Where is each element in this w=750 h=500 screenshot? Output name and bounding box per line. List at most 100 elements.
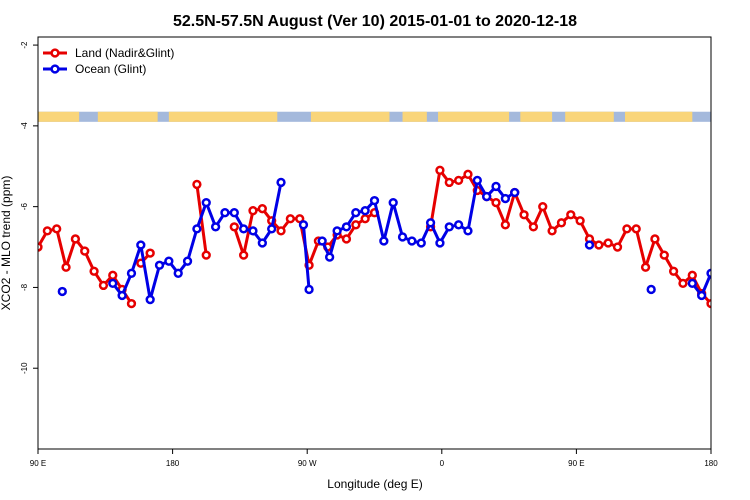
map-strip-land-segment xyxy=(310,111,390,122)
data-point xyxy=(745,250,750,257)
series-line xyxy=(301,224,311,290)
data-point xyxy=(52,224,62,234)
map-strip-land-segment xyxy=(625,111,693,122)
map-strip-land-segment xyxy=(565,111,614,122)
data-point xyxy=(332,226,342,236)
data-point xyxy=(379,236,389,246)
legend-swatch-marker xyxy=(50,64,60,74)
data-point xyxy=(248,206,258,216)
data-point xyxy=(201,250,211,260)
data-point xyxy=(575,216,585,226)
data-point xyxy=(192,179,202,190)
data-point xyxy=(126,298,137,309)
data-point xyxy=(145,248,155,258)
data-point xyxy=(745,258,750,265)
x-tick-label: 0 xyxy=(440,459,445,468)
map-strip-land xyxy=(38,111,693,122)
data-point xyxy=(687,278,697,289)
data-point xyxy=(285,214,296,224)
data-point xyxy=(491,181,501,192)
y-tick-label: -10 xyxy=(20,362,29,374)
data-point xyxy=(238,224,249,234)
data-point xyxy=(650,234,660,244)
series-line xyxy=(429,168,711,305)
data-point xyxy=(136,240,146,250)
data-point xyxy=(145,294,155,305)
data-point xyxy=(594,240,604,250)
data-point xyxy=(612,242,623,252)
data-point xyxy=(108,278,118,289)
data-point xyxy=(538,201,548,212)
series-line xyxy=(691,268,711,298)
x-tick-label: 90 E xyxy=(30,459,46,468)
data-point xyxy=(453,175,464,186)
data-point xyxy=(397,232,408,242)
x-axis-label: Longitude (deg E) xyxy=(327,477,422,491)
data-point xyxy=(463,226,473,236)
data-point xyxy=(298,220,309,230)
series-layer xyxy=(38,165,750,309)
data-point xyxy=(42,226,52,236)
y-tick-label: -2 xyxy=(20,41,29,49)
data-point xyxy=(435,165,445,175)
data-point xyxy=(304,284,314,295)
data-point xyxy=(566,210,576,220)
y-axis-label: XCO2 - MLO trend (ppm) xyxy=(0,176,13,311)
series-land xyxy=(38,165,750,309)
data-point xyxy=(463,169,473,179)
data-point xyxy=(646,284,656,295)
data-point xyxy=(229,222,239,232)
map-strip xyxy=(38,111,711,122)
data-point xyxy=(248,226,258,236)
map-strip-land-segment xyxy=(168,111,278,122)
data-point xyxy=(416,238,426,248)
data-point xyxy=(38,242,43,252)
data-point xyxy=(89,266,99,276)
y-tick-label: -6 xyxy=(20,203,29,211)
data-point xyxy=(98,280,109,291)
data-point xyxy=(500,193,511,204)
data-point xyxy=(126,268,137,278)
data-point xyxy=(678,278,688,289)
data-point xyxy=(164,256,174,266)
data-point xyxy=(351,220,361,230)
data-point xyxy=(472,175,482,186)
data-point xyxy=(57,286,67,297)
series-ocean xyxy=(57,175,750,305)
data-point xyxy=(435,238,445,248)
data-point xyxy=(257,204,267,214)
data-point xyxy=(668,266,679,276)
x-tick-label: 180 xyxy=(704,459,718,468)
data-point xyxy=(717,242,724,249)
legend: Land (Nadir&Glint) Ocean (Glint) xyxy=(43,46,174,76)
data-point xyxy=(108,270,118,280)
legend-swatch-marker xyxy=(50,48,60,58)
data-point xyxy=(210,222,221,232)
data-point xyxy=(324,252,335,262)
data-point xyxy=(154,260,165,270)
data-point xyxy=(341,234,352,244)
x-tick-label: 180 xyxy=(166,459,180,468)
data-point xyxy=(351,208,361,218)
data-point xyxy=(687,270,697,280)
data-point xyxy=(276,226,286,236)
data-point xyxy=(697,290,707,301)
data-point xyxy=(257,238,267,248)
data-point xyxy=(640,262,651,272)
data-point xyxy=(736,256,743,263)
x-axis: 90 E 180 90 W 0 90 E 180 xyxy=(30,449,718,468)
data-point xyxy=(726,296,733,303)
data-point xyxy=(80,246,90,256)
data-point xyxy=(584,240,595,250)
map-strip-land-segment xyxy=(97,111,158,122)
plot-frame xyxy=(37,36,712,450)
data-point xyxy=(201,197,211,208)
map-strip-land-segment xyxy=(520,111,553,122)
data-point xyxy=(444,177,454,188)
series-line xyxy=(111,182,283,302)
data-point xyxy=(444,222,454,232)
data-point xyxy=(70,234,81,244)
x-tick-label: 90 E xyxy=(568,459,584,468)
series-line xyxy=(38,227,133,305)
data-point xyxy=(276,177,286,188)
